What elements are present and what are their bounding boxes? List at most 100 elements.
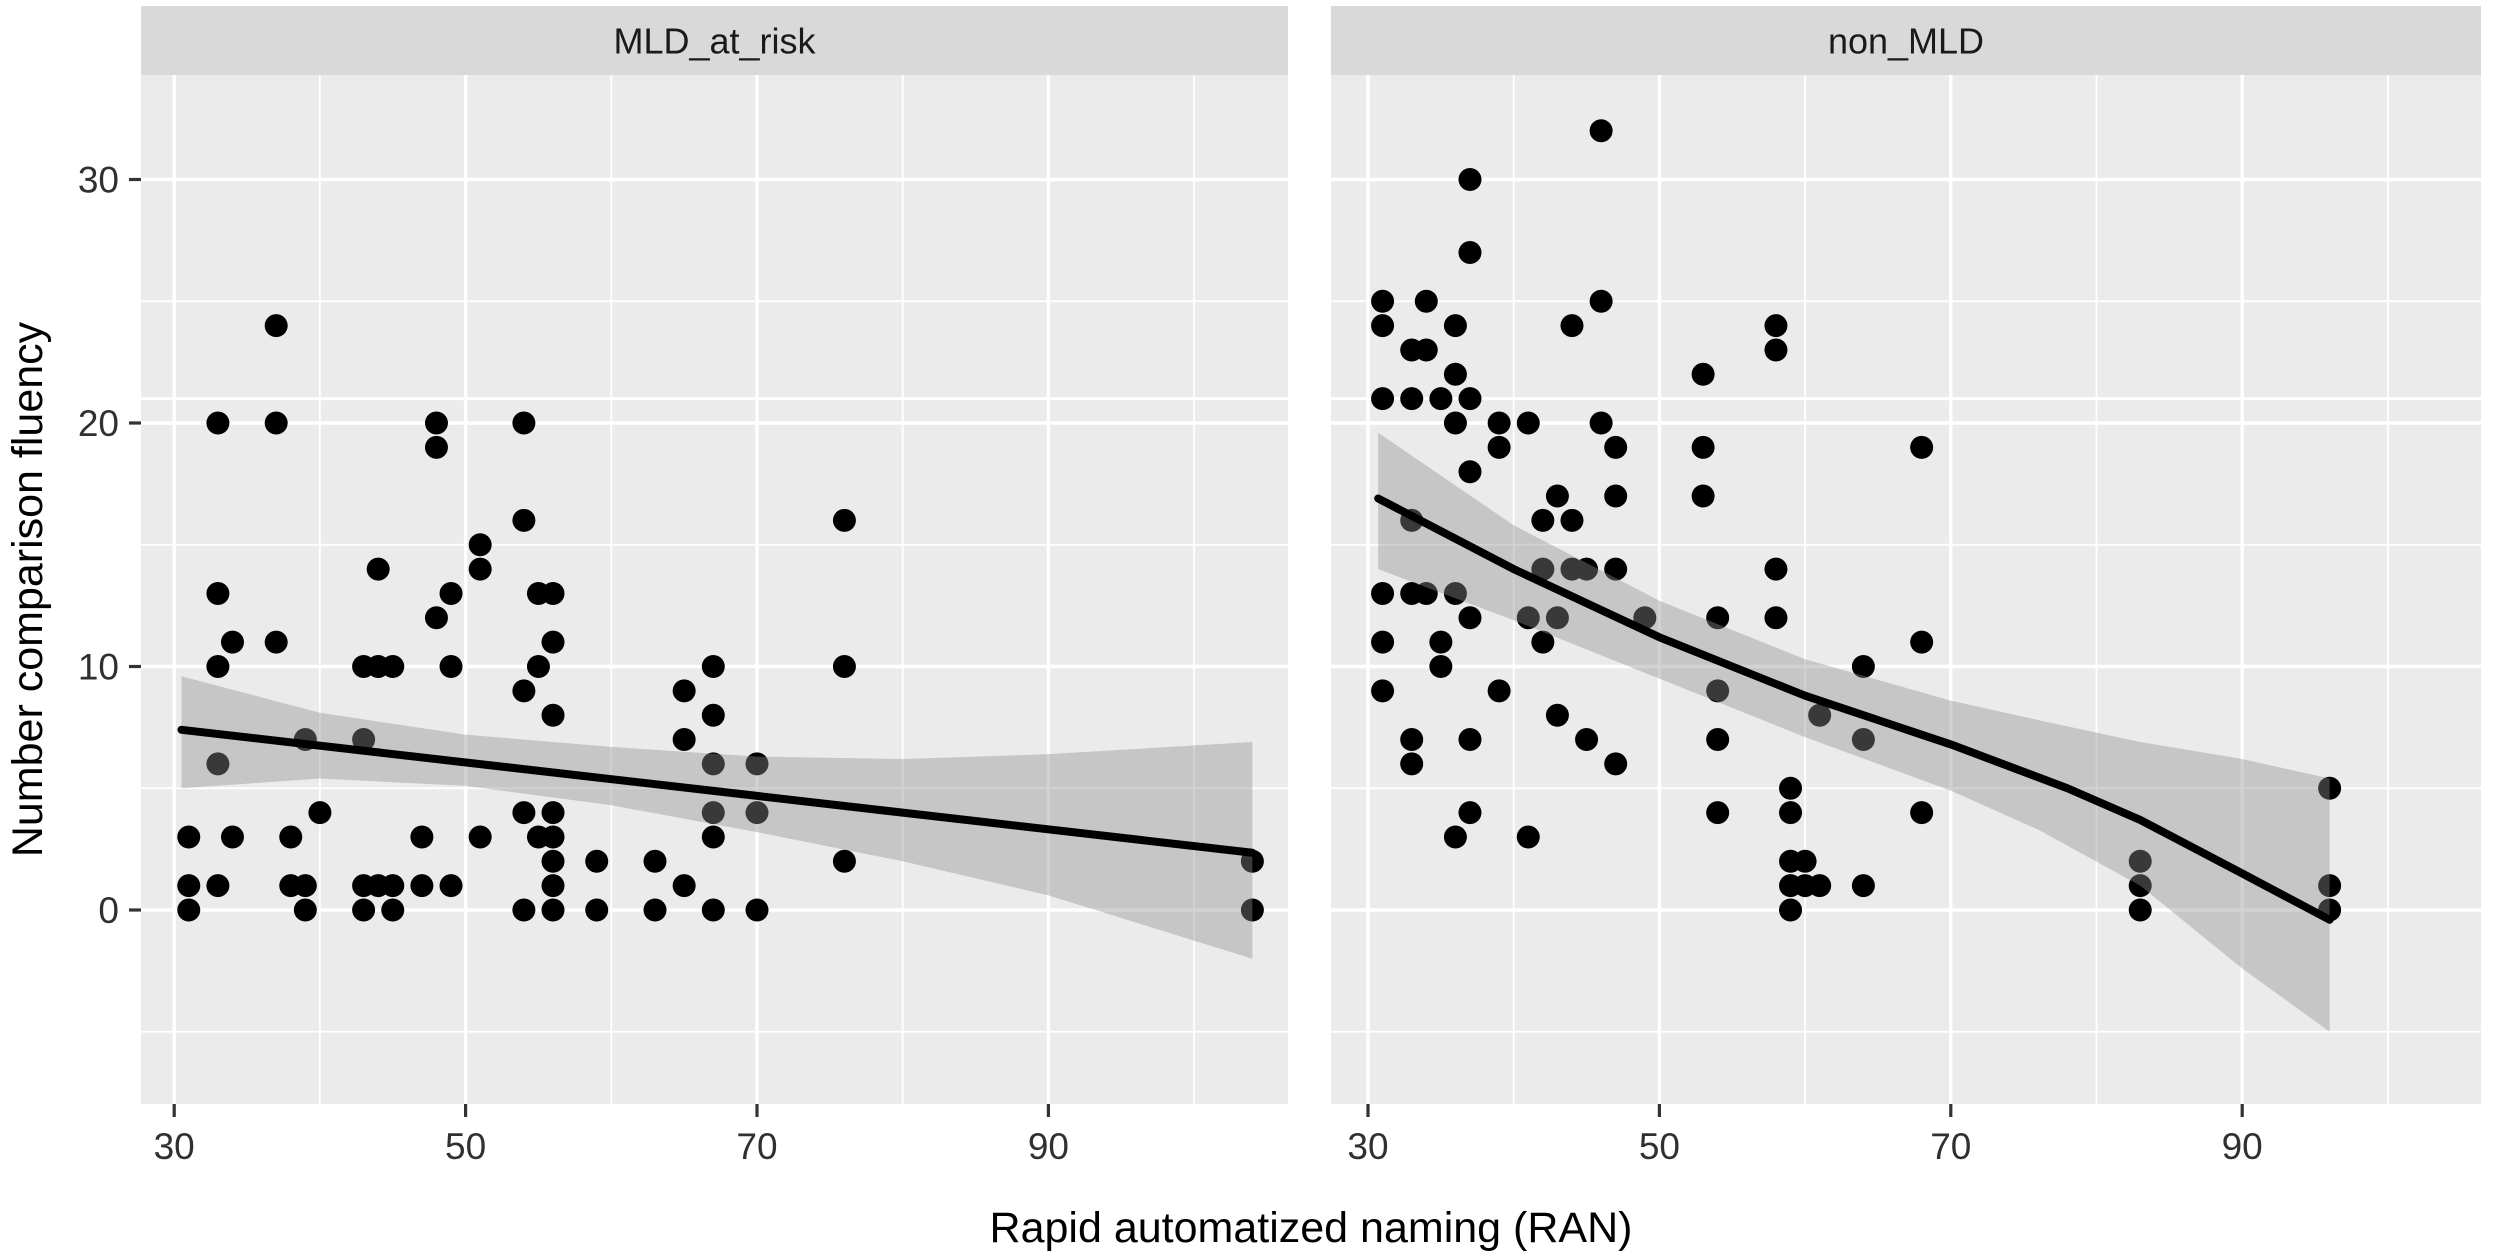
data-point bbox=[1458, 387, 1482, 411]
data-point bbox=[1371, 630, 1395, 654]
data-point bbox=[585, 849, 609, 873]
data-point bbox=[1516, 411, 1540, 435]
regression-line bbox=[177, 725, 1257, 857]
data-point bbox=[1910, 801, 1934, 825]
data-point bbox=[701, 898, 725, 922]
data-point bbox=[1706, 606, 1730, 630]
data-point bbox=[745, 801, 769, 825]
data-point bbox=[1808, 703, 1832, 727]
data-point bbox=[541, 703, 565, 727]
data-point bbox=[439, 581, 463, 605]
data-point bbox=[672, 874, 696, 898]
data-point bbox=[1764, 557, 1788, 581]
data-point bbox=[1851, 728, 1875, 752]
data-point bbox=[206, 411, 230, 435]
data-point bbox=[541, 801, 565, 825]
data-point bbox=[1575, 557, 1599, 581]
x-tick-label: 30 bbox=[1347, 1126, 1388, 1167]
data-point bbox=[1443, 314, 1467, 338]
data-point bbox=[1793, 849, 1817, 873]
data-point bbox=[264, 411, 288, 435]
data-point bbox=[1604, 752, 1628, 776]
data-point bbox=[468, 557, 492, 581]
data-point bbox=[512, 508, 536, 532]
data-point bbox=[424, 411, 448, 435]
data-point bbox=[1429, 655, 1453, 678]
data-point bbox=[1589, 411, 1613, 435]
x-tick-label: 30 bbox=[154, 1126, 195, 1167]
data-point bbox=[439, 874, 463, 898]
data-point bbox=[541, 898, 565, 922]
data-point bbox=[352, 898, 376, 922]
data-point bbox=[1779, 898, 1803, 922]
data-point bbox=[1604, 557, 1628, 581]
data-point bbox=[1851, 874, 1875, 898]
data-point bbox=[1808, 874, 1832, 898]
data-point bbox=[672, 679, 696, 703]
data-point bbox=[1910, 435, 1934, 459]
data-point bbox=[512, 898, 536, 922]
data-point bbox=[206, 655, 230, 678]
data-point bbox=[1691, 484, 1715, 508]
data-point bbox=[352, 728, 376, 752]
data-point bbox=[701, 801, 725, 825]
x-tick-label: 50 bbox=[445, 1126, 486, 1167]
data-point bbox=[1545, 484, 1569, 508]
y-tick-label: 10 bbox=[78, 647, 119, 688]
data-point bbox=[1779, 776, 1803, 800]
data-point bbox=[541, 825, 565, 849]
data-point bbox=[1910, 630, 1934, 654]
data-point bbox=[177, 898, 201, 922]
data-point bbox=[1371, 581, 1395, 605]
x-tick-label: 90 bbox=[2222, 1126, 2263, 1167]
facet-strip-label: MLD_at_risk bbox=[613, 21, 816, 62]
panel-background bbox=[1331, 75, 2481, 1104]
data-point bbox=[701, 752, 725, 776]
data-point bbox=[1400, 752, 1424, 776]
data-point bbox=[1706, 679, 1730, 703]
data-point bbox=[1589, 289, 1613, 313]
x-tick-label: 70 bbox=[736, 1126, 777, 1167]
data-point bbox=[381, 655, 405, 678]
data-point bbox=[1516, 825, 1540, 849]
y-tick-label: 0 bbox=[98, 890, 119, 931]
y-axis-title: Number comparison fluency bbox=[4, 321, 52, 857]
data-point bbox=[1764, 338, 1788, 362]
data-point bbox=[381, 898, 405, 922]
data-point bbox=[541, 630, 565, 654]
data-point bbox=[1764, 314, 1788, 338]
data-point bbox=[1604, 435, 1628, 459]
data-point bbox=[1371, 679, 1395, 703]
data-point bbox=[1531, 508, 1555, 532]
regression-line bbox=[1374, 494, 2334, 924]
data-point bbox=[1487, 411, 1511, 435]
data-point bbox=[220, 825, 244, 849]
y-tick-label: 30 bbox=[78, 160, 119, 201]
data-point bbox=[1240, 898, 1264, 922]
data-point bbox=[2318, 776, 2342, 800]
data-point bbox=[381, 874, 405, 898]
data-point bbox=[1560, 508, 1584, 532]
data-point bbox=[541, 874, 565, 898]
data-point bbox=[1516, 606, 1540, 630]
data-point bbox=[410, 825, 434, 849]
data-point bbox=[293, 874, 317, 898]
x-tick-label: 90 bbox=[1028, 1126, 1069, 1167]
data-point bbox=[541, 849, 565, 873]
data-point bbox=[2128, 898, 2152, 922]
data-point bbox=[293, 898, 317, 922]
data-point bbox=[1531, 630, 1555, 654]
data-point bbox=[2128, 874, 2152, 898]
data-point bbox=[1706, 728, 1730, 752]
facet-strip-label: non_MLD bbox=[1828, 21, 1984, 62]
data-point bbox=[1706, 801, 1730, 825]
facet-strip bbox=[1331, 6, 2481, 75]
data-point bbox=[1371, 314, 1395, 338]
data-point bbox=[424, 606, 448, 630]
data-point bbox=[701, 655, 725, 678]
data-point bbox=[468, 533, 492, 557]
confidence-band bbox=[181, 676, 1253, 959]
data-point bbox=[206, 581, 230, 605]
